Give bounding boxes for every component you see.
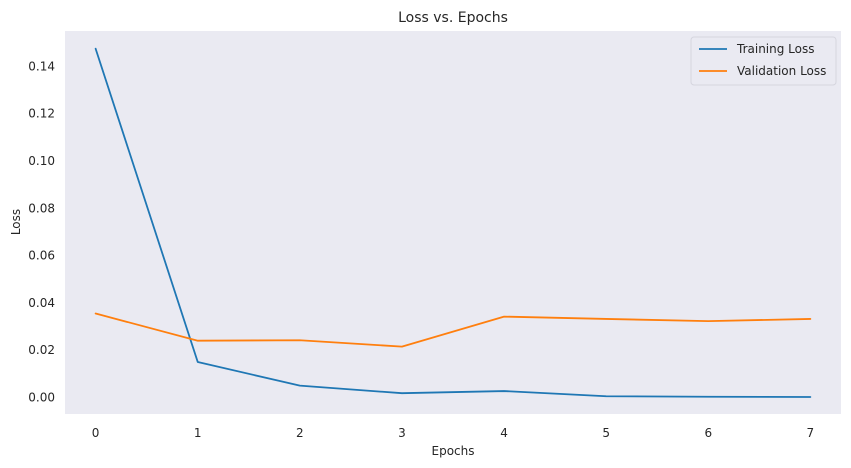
validation-loss-line [94,312,812,348]
y-tick-label: 0.04 [28,296,55,310]
y-axis-ticks: 0.00 0.02 0.04 0.06 0.08 0.10 0.12 0.14 [28,59,55,404]
plot-background [65,31,841,414]
x-tick-label: 6 [704,426,712,440]
x-tick-label: 5 [602,426,610,440]
chart-title: Loss vs. Epochs [398,10,508,26]
y-tick-label: 0.12 [28,107,55,121]
y-tick-label: 0.08 [28,201,55,215]
x-axis-label: Epochs [432,444,475,458]
x-tick-label: 3 [398,426,406,440]
x-tick-label: 7 [807,426,815,440]
legend-label-validation-loss: Validation Loss [737,64,826,78]
y-tick-label: 0.02 [28,343,55,357]
legend-box [690,36,837,86]
training-loss-line [94,47,812,398]
x-tick-label: 2 [296,426,304,440]
y-axis-label: Loss [9,209,23,235]
y-tick-label: 0.00 [28,390,55,404]
x-tick-label: 4 [500,426,508,440]
y-tick-label: 0.10 [28,154,55,168]
legend: Training Loss Validation Loss [690,36,837,86]
x-axis-ticks: 0 1 2 3 4 5 6 7 [92,426,814,440]
y-tick-label: 0.14 [28,59,55,73]
x-tick-label: 1 [194,426,202,440]
legend-label-training-loss: Training Loss [736,42,814,56]
x-tick-label: 0 [92,426,100,440]
y-tick-label: 0.06 [28,249,55,263]
series-layer [94,47,812,398]
